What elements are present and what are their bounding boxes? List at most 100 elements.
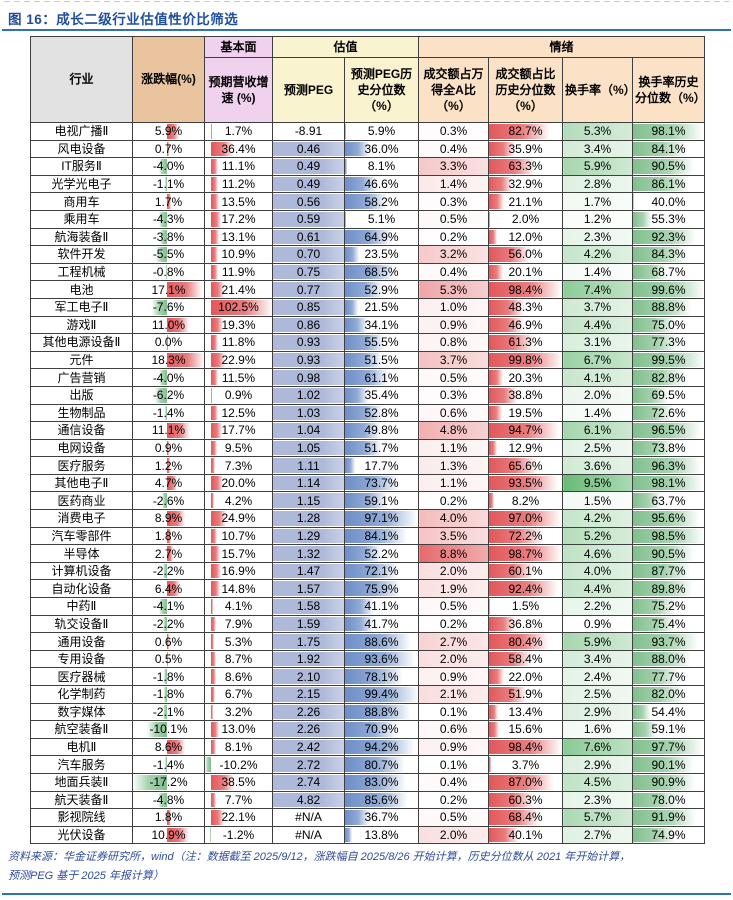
revenue-growth-cell: 0.9% (204, 385, 273, 405)
data-bar (345, 739, 414, 755)
header-amt-share: 成交额占万得全A比（%） (418, 57, 490, 123)
data-bar (156, 247, 168, 262)
industry-cell: IT服务Ⅱ (30, 157, 133, 176)
amt-share-cell: 0.9% (418, 315, 490, 335)
peg-percentile-cell: 13.8% (343, 825, 420, 845)
turnover-rate-cell: 7.4% (562, 280, 634, 299)
data-bar (489, 352, 562, 368)
data-bar (211, 581, 220, 597)
amt-percentile-cell: 93.5% (488, 473, 564, 493)
industry-cell: 汽车零部件 (30, 526, 133, 546)
turnover-rate-cell: 4.2% (562, 245, 634, 264)
revenue-growth-cell: 14.8% (204, 579, 273, 599)
revenue-growth-cell: 22.1% (204, 808, 273, 827)
data-bar (167, 458, 170, 473)
peg-cell: 0.85 (272, 297, 345, 317)
data-bar (211, 423, 222, 438)
data-bar (211, 282, 224, 297)
data-bar (167, 440, 170, 456)
table-row: 通信设备 11.1% 17.7% 1.04 49.8% 4.8% 94.7% 6.1% 96.5… (30, 421, 706, 440)
industry-cell: 航海装备Ⅱ (30, 227, 133, 247)
turnover-rate-cell: 3.6% (562, 456, 634, 475)
data-bar (162, 493, 168, 509)
data-bar (633, 211, 652, 227)
data-bar (633, 159, 694, 174)
amt-percentile-cell: 15.6% (488, 720, 564, 739)
industry-cell: 地面兵装Ⅱ (30, 772, 133, 792)
data-bar (165, 176, 168, 192)
change-cell: 8.9% (132, 509, 205, 528)
turnover-rate-cell: 1.7% (562, 192, 634, 211)
data-bar (345, 722, 396, 737)
turnover-rate-cell: 2.9% (562, 702, 634, 722)
data-bar (489, 299, 524, 315)
turnover-rate-cell: 1.4% (562, 262, 634, 282)
data-bar (211, 387, 212, 403)
data-bar (489, 810, 539, 825)
data-bar (345, 792, 408, 808)
data-bar (167, 810, 171, 825)
peg-cell: 0.49 (272, 157, 345, 176)
amt-share-cell: 8.8% (418, 544, 490, 563)
data-bar (633, 475, 703, 491)
data-bar (163, 687, 168, 702)
amt-percentile-cell: 12.0% (488, 227, 564, 247)
data-bar (163, 616, 168, 632)
data-bar (167, 546, 173, 561)
peg-cell: 1.57 (272, 579, 345, 599)
change-cell: -1.4% (132, 755, 205, 774)
data-bar (633, 387, 669, 403)
turnover-percentile-cell: 54.4% (632, 702, 706, 722)
data-bar (163, 704, 168, 720)
page-top-divider (4, 1, 729, 2)
revenue-growth-cell: 13.5% (204, 192, 273, 211)
figure-title: 图 16：成长二级行业估值性价比筛选 (8, 12, 239, 27)
data-bar (210, 827, 212, 843)
peg-fill (273, 352, 344, 368)
data-bar (489, 440, 498, 456)
revenue-growth-cell: 11.5% (204, 368, 273, 387)
peg-fill (273, 687, 344, 702)
change-cell: 0.9% (132, 438, 205, 458)
turnover-rate-cell: 2.4% (562, 667, 634, 686)
data-bar (345, 563, 397, 579)
industry-cell: 其他电源设备Ⅱ (30, 333, 133, 352)
revenue-growth-cell: 5.3% (204, 632, 273, 651)
data-bar (633, 458, 701, 473)
change-cell: -17.2% (132, 772, 205, 792)
data-bar (211, 370, 218, 385)
industry-cell: 商用车 (30, 192, 133, 211)
peg-percentile-cell: 51.7% (343, 438, 420, 458)
data-bar (633, 581, 693, 597)
data-bar (211, 493, 214, 509)
peg-cell: 0.59 (272, 209, 345, 229)
peg-cell: 1.29 (272, 526, 345, 546)
peg-cell: 1.75 (272, 632, 345, 651)
data-bar (633, 774, 694, 790)
peg-fill (273, 247, 344, 262)
revenue-growth-cell: 22.9% (204, 350, 273, 370)
change-cell: -4.0% (132, 368, 205, 387)
data-bar (211, 299, 272, 315)
data-bar (633, 229, 696, 245)
industry-cell: 消费电子 (30, 509, 133, 528)
amt-percentile-cell: 21.1% (488, 192, 564, 211)
turnover-rate-cell: 2.9% (562, 755, 634, 774)
data-bar (489, 405, 503, 421)
revenue-growth-cell: 7.9% (204, 614, 273, 634)
amt-share-cell: 1.0% (418, 297, 490, 317)
peg-percentile-cell: 52.9% (343, 280, 420, 299)
table-row: 轨交设备Ⅱ -2.2% 7.9% 1.59 41.7% 0.2% 36.8% 0.9% 75.4… (30, 614, 706, 634)
table-row: 元件 18.3% 22.9% 0.93 51.5% 3.7% 99.8% 6.7% 99.5% (30, 350, 706, 370)
revenue-growth-cell: 102.5% (204, 297, 273, 317)
data-bar (489, 493, 494, 509)
change-cell: 0.7% (132, 139, 205, 159)
data-bar (489, 475, 558, 491)
data-bar (633, 757, 693, 772)
turnover-percentile-cell: 63.7% (632, 491, 706, 511)
data-bar (152, 299, 168, 315)
data-bar (211, 511, 226, 526)
industry-cell: 游戏Ⅱ (30, 315, 133, 335)
data-bar (633, 563, 690, 579)
turnover-percentile-cell: 89.8% (632, 579, 706, 599)
